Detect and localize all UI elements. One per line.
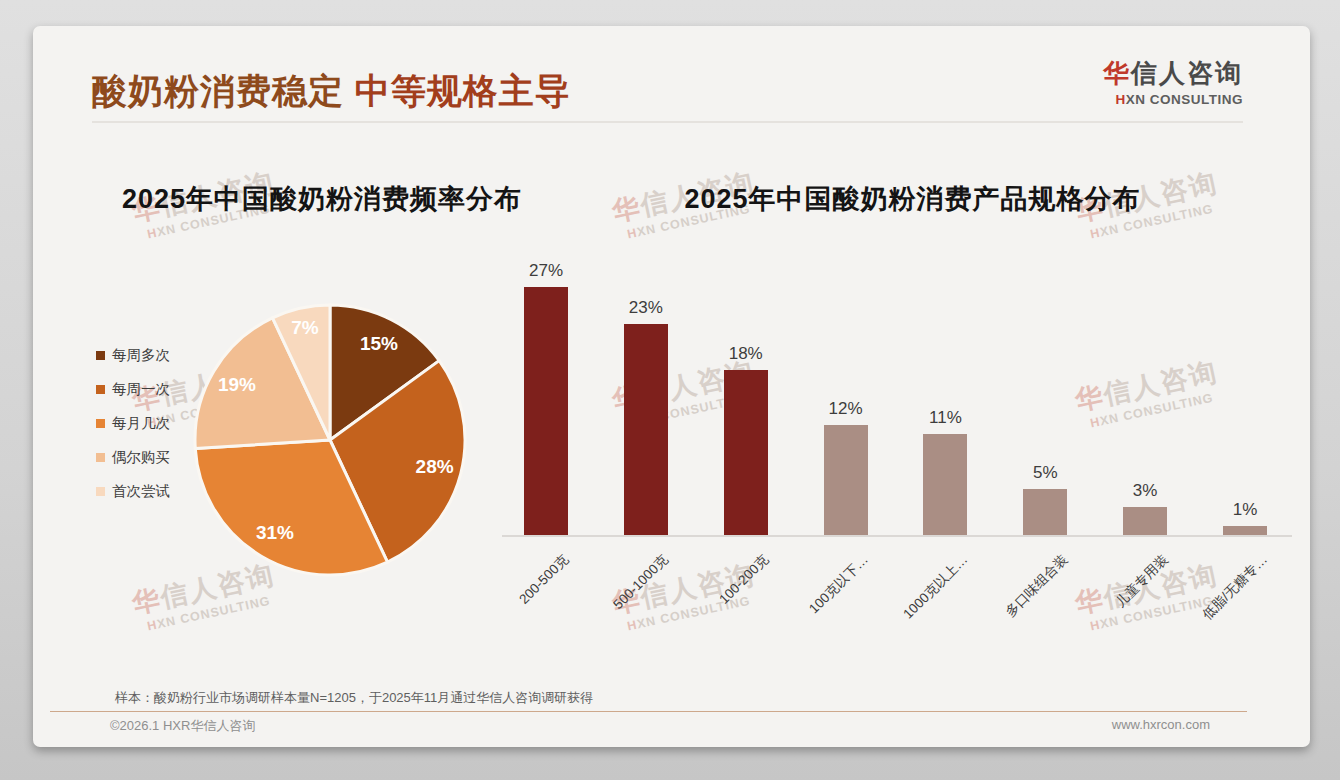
- legend-item: 每周一次: [96, 372, 170, 406]
- legend-swatch: [96, 385, 105, 394]
- page-title: 酸奶粉消费稳定 中等规格主导: [92, 68, 571, 115]
- legend-item: 首次尝试: [96, 474, 170, 508]
- legend-swatch: [96, 419, 105, 428]
- pie-chart-title: 2025年中国酸奶粉消费频率分布: [92, 181, 552, 217]
- bar-200-500克: [524, 287, 568, 535]
- legend-label: 首次尝试: [112, 482, 170, 501]
- page-title-part1: 酸奶粉消费稳定: [92, 71, 344, 110]
- pie-legend: 每周多次每周一次每月几次偶尔购买首次尝试: [96, 338, 170, 508]
- pie-slice-label: 7%: [291, 317, 319, 338]
- bar-chart: 27% 200-500克 23% 500-1000克 18% 100-200克 12% 100…: [502, 0, 1302, 780]
- bar-value-label: 3%: [1110, 481, 1180, 501]
- bar-value-label: 1%: [1210, 500, 1280, 520]
- bar-100克以下…: [824, 425, 868, 535]
- bar-多口味组合装: [1023, 489, 1067, 535]
- bar-x-label: 低脂/无糖专…: [1199, 551, 1272, 624]
- sample-note: 样本：酸奶粉行业市场调研样本量N=1205，于2025年11月通过华信人咨询调研…: [115, 689, 593, 707]
- bar-value-label: 18%: [711, 344, 781, 364]
- pie-slice-label: 15%: [360, 333, 398, 354]
- bar-500-1000克: [624, 324, 668, 535]
- bar-1000克以上…: [923, 434, 967, 535]
- pie-slice-label: 28%: [416, 456, 454, 477]
- legend-swatch: [96, 351, 105, 360]
- legend-item: 每月几次: [96, 406, 170, 440]
- pie-chart: 15% 28% 31% 19% 7%: [185, 295, 475, 585]
- bar-低脂/无糖专…: [1223, 526, 1267, 535]
- bar-100-200克: [724, 370, 768, 535]
- legend-label: 每周多次: [112, 346, 170, 365]
- legend-label: 每月几次: [112, 414, 170, 433]
- bar-x-label: 1000克以上…: [900, 551, 972, 623]
- bar-value-label: 12%: [811, 399, 881, 419]
- bar-x-label: 500-1000克: [610, 551, 673, 614]
- footer-copyright: ©2026.1 HXR华信人咨询: [110, 717, 255, 735]
- legend-swatch: [96, 487, 105, 496]
- legend-item: 偶尔购买: [96, 440, 170, 474]
- footer-website: www.hxrcon.com: [1112, 717, 1210, 732]
- pie-slice-label: 19%: [218, 374, 256, 395]
- bar-value-label: 5%: [1010, 463, 1080, 483]
- legend-label: 每周一次: [112, 380, 170, 399]
- footer-divider: [50, 711, 1247, 712]
- legend-label: 偶尔购买: [112, 448, 170, 467]
- bar-value-label: 11%: [910, 408, 980, 428]
- bar-x-label: 多口味组合装: [1002, 551, 1072, 621]
- legend-item: 每周多次: [96, 338, 170, 372]
- bar-x-label: 100克以下…: [805, 551, 872, 618]
- bar-x-label: 儿童专用装: [1111, 551, 1171, 611]
- pie-slice-label: 31%: [256, 522, 294, 543]
- bar-value-label: 27%: [511, 261, 581, 281]
- bar-value-label: 23%: [611, 298, 681, 318]
- legend-swatch: [96, 453, 105, 462]
- bar-x-label: 200-500克: [515, 551, 572, 608]
- bar-儿童专用装: [1123, 507, 1167, 535]
- bar-x-label: 100-200克: [715, 551, 772, 608]
- x-axis-line: [502, 535, 1292, 537]
